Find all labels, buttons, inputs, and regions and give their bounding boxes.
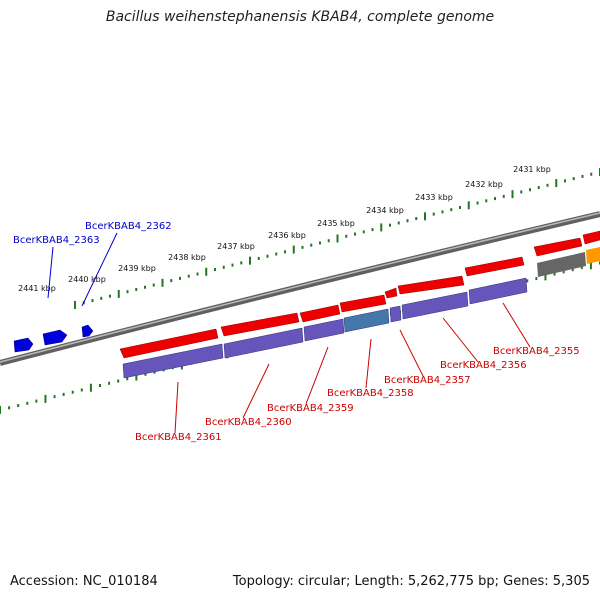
gene-leader-line — [399, 329, 424, 377]
gene-label: BcerKBAB4_2362 — [85, 221, 172, 232]
genome-backbone-highlight — [0, 212, 600, 363]
map-title: Bacillus weihenstephanensis KBAB4, compl… — [105, 9, 495, 25]
cds-bar — [223, 327, 304, 359]
forward-gene — [119, 328, 219, 359]
gene-leader-line — [442, 317, 479, 363]
gene-label: BcerKBAB4_2361 — [135, 432, 222, 443]
gene-label: BcerKBAB4_2360 — [205, 417, 292, 428]
feature-layer — [13, 230, 600, 379]
gene-leader-line — [305, 346, 329, 405]
scale-label: 2438 kbp — [168, 253, 206, 262]
gene-label: BcerKBAB4_2363 — [13, 235, 100, 246]
forward-gene — [339, 294, 387, 313]
orange-feature — [586, 247, 600, 264]
forward-gene — [582, 230, 600, 245]
scale-label: 2441 kbp — [18, 284, 56, 293]
genome-summary: Topology: circular; Length: 5,262,775 bp… — [232, 574, 590, 589]
forward-gene — [397, 275, 465, 295]
gene-label: BcerKBAB4_2355 — [493, 346, 580, 357]
cds-bar — [468, 277, 528, 305]
gene-label: BcerKBAB4_2357 — [384, 375, 471, 386]
reverse-gene — [13, 337, 34, 353]
scale-label: 2433 kbp — [415, 193, 453, 202]
outer-scale-ring — [74, 168, 600, 309]
reverse-gene — [42, 329, 68, 346]
scale-label: 2436 kbp — [268, 231, 306, 240]
gene-leader-line — [242, 363, 270, 419]
scale-label: 2434 kbp — [366, 206, 404, 215]
scale-label: 2439 kbp — [118, 264, 156, 273]
forward-gene — [533, 237, 583, 257]
gene-label: BcerKBAB4_2359 — [267, 403, 354, 414]
gene-leader-line — [47, 246, 54, 299]
cds-bar — [389, 305, 402, 323]
forward-gene — [220, 312, 300, 337]
cds-bar — [401, 291, 469, 320]
scale-label: 2432 kbp — [465, 180, 503, 189]
label-layer: 2431 kbp 2432 kbp 2433 kbp 2434 kbp 2435 kbp… — [13, 165, 580, 443]
reverse-gene — [81, 324, 94, 338]
forward-gene — [384, 287, 398, 299]
forward-gene — [299, 304, 341, 323]
scale-label: 2431 kbp — [513, 165, 551, 174]
gene-leader-line — [502, 302, 531, 348]
gene-label: BcerKBAB4_2356 — [440, 360, 527, 371]
cds-bar — [303, 318, 345, 342]
accession-text: Accession: NC_010184 — [10, 574, 158, 589]
genome-backbone — [0, 211, 600, 366]
scale-label: 2435 kbp — [317, 219, 355, 228]
gene-label: BcerKBAB4_2358 — [327, 388, 414, 399]
cds-bar — [122, 343, 224, 379]
backbone-layer — [0, 211, 600, 366]
cds-bar — [343, 308, 390, 333]
scale-label: 2437 kbp — [217, 242, 255, 251]
gene-leader-line — [365, 338, 372, 389]
gene-leader-line — [174, 381, 179, 434]
forward-gene — [464, 256, 525, 277]
scale-label: 2440 kbp — [68, 275, 106, 284]
gene-leader-line — [81, 232, 118, 307]
grey-feature — [537, 252, 586, 277]
